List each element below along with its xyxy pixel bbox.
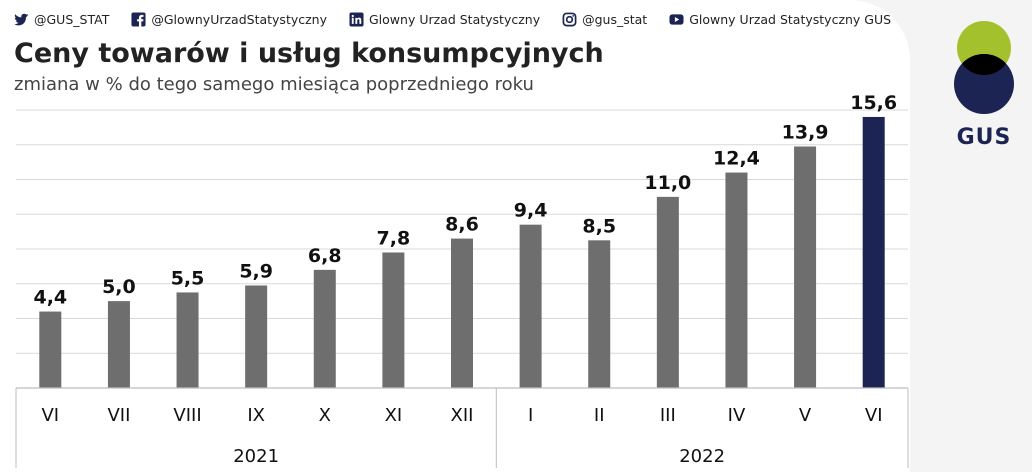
youtube-icon bbox=[669, 13, 684, 25]
bar-value-label: 6,8 bbox=[308, 245, 342, 267]
category-label: X bbox=[319, 405, 331, 426]
social-links-bar: @GUS_STAT @GlownyUrzadStatystyczny Glown… bbox=[14, 8, 891, 30]
bar-value-label: 12,4 bbox=[713, 148, 760, 170]
social-youtube-label: Glowny Urzad Statystyczny GUS bbox=[689, 11, 892, 27]
bar-value-label: 7,8 bbox=[377, 227, 411, 249]
value-labels: 4,4 5,0 5,5 5,9 6,8 7,8 8,6 9,4 8,5 11,0 12,4 13,9 1… bbox=[33, 92, 897, 309]
bar bbox=[519, 224, 542, 388]
bar bbox=[656, 196, 679, 388]
bar-value-label: 5,5 bbox=[171, 267, 205, 289]
social-facebook[interactable]: @GlownyUrzadStatystyczny bbox=[131, 12, 327, 27]
instagram-icon bbox=[562, 12, 577, 26]
bar bbox=[451, 238, 473, 388]
bar bbox=[382, 252, 405, 388]
gus-logo: GUS bbox=[954, 21, 1014, 150]
bars bbox=[39, 116, 885, 388]
category-label: VI bbox=[865, 405, 883, 426]
social-facebook-label: @GlownyUrzadStatystyczny bbox=[151, 11, 327, 27]
bar-value-label: 5,9 bbox=[239, 260, 273, 282]
category-label: VII bbox=[107, 405, 130, 426]
year-label: 2022 bbox=[679, 446, 725, 467]
category-label: I bbox=[528, 405, 533, 426]
category-label: II bbox=[594, 405, 605, 426]
bar bbox=[107, 301, 130, 388]
social-instagram-label: @gus_stat bbox=[582, 11, 648, 27]
bar bbox=[176, 292, 199, 388]
category-label: XII bbox=[451, 405, 474, 426]
bar-value-label: 13,9 bbox=[782, 121, 829, 143]
bar-chart: 4,4 5,0 5,5 5,9 6,8 7,8 8,6 9,4 8,5 11,0 12,4 13,9 1… bbox=[15, 92, 909, 468]
bar bbox=[245, 285, 268, 388]
bar-value-label: 4,4 bbox=[33, 287, 67, 309]
bar bbox=[588, 240, 611, 388]
social-linkedin-label: Glowny Urzad Statystyczny bbox=[369, 11, 541, 27]
category-label: V bbox=[799, 405, 812, 426]
social-linkedin[interactable]: Glowny Urzad Statystyczny bbox=[349, 12, 540, 27]
chart-title: Ceny towarów i usług konsumpcyjnych bbox=[14, 38, 604, 69]
category-label: XI bbox=[385, 405, 403, 426]
twitter-icon bbox=[14, 13, 29, 25]
bar bbox=[39, 311, 62, 388]
category-label: III bbox=[660, 405, 676, 426]
logo-overlap bbox=[957, 54, 1011, 75]
bar-value-label: 5,0 bbox=[102, 276, 136, 298]
category-label: IX bbox=[247, 405, 265, 426]
bar bbox=[313, 269, 336, 388]
linkedin-icon bbox=[349, 11, 364, 27]
logo-text: GUS bbox=[957, 125, 1012, 150]
bar bbox=[725, 172, 748, 388]
facebook-icon bbox=[131, 11, 146, 27]
social-youtube[interactable]: Glowny Urzad Statystyczny GUS bbox=[669, 12, 891, 27]
bar-value-label: 11,0 bbox=[644, 172, 691, 194]
year-label: 2021 bbox=[233, 446, 279, 467]
bar-value-label: 15,6 bbox=[850, 92, 897, 114]
chart-subtitle: zmiana w % do tego samego miesiąca poprz… bbox=[14, 74, 534, 95]
bar-value-label: 9,4 bbox=[514, 200, 548, 222]
bar-value-label: 8,6 bbox=[445, 214, 479, 236]
bar-value-label: 8,5 bbox=[582, 215, 616, 237]
social-twitter[interactable]: @GUS_STAT bbox=[14, 12, 109, 27]
category-label: VI bbox=[41, 405, 59, 426]
bar bbox=[862, 116, 885, 388]
bar bbox=[794, 146, 817, 388]
chart-card bbox=[0, 0, 910, 472]
social-twitter-label: @GUS_STAT bbox=[34, 11, 110, 27]
category-label: VIII bbox=[173, 405, 201, 426]
category-label: IV bbox=[728, 405, 746, 426]
social-instagram[interactable]: @gus_stat bbox=[562, 12, 647, 27]
